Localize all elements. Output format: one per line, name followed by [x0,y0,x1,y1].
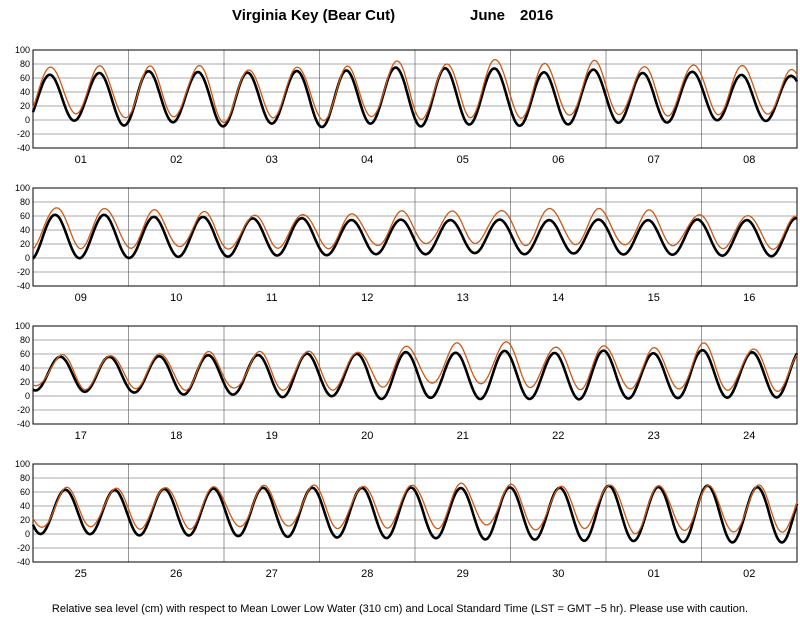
panel-frame [32,463,798,563]
y-tick-label: 100 [15,321,30,331]
day-label: 25 [75,568,87,580]
day-label: 02 [170,154,182,166]
y-tick-label: -20 [17,267,30,277]
y-tick-label: 60 [20,349,30,359]
series-observed-line [32,341,798,392]
y-tick-label: 80 [20,59,30,69]
day-label: 03 [266,154,278,166]
day-label: 18 [170,430,182,442]
y-tick-label: 40 [20,87,30,97]
series-observed-line [32,207,797,250]
y-tick-label: 20 [20,515,30,525]
day-label: 06 [552,154,564,166]
chart-title-year: 2016 [520,7,553,24]
series-observed-line [32,59,798,124]
day-label: 10 [170,292,182,304]
day-label: 21 [457,430,469,442]
y-tick-label: 100 [15,459,30,469]
day-label: 28 [361,568,373,580]
panel-4: 100 80 60 40 20 0 -20 -40 25 26 27 28 29 30 01 02 [15,459,799,580]
series-predicted-line [32,348,799,401]
day-label: 19 [266,430,278,442]
day-label: 20 [361,430,373,442]
y-tick-label: 20 [20,239,30,249]
y-tick-label: -40 [17,419,30,429]
day-label: 24 [743,430,755,442]
panel-3: 100 80 60 40 20 0 -20 -40 17 18 19 20 21 22 23 24 [15,321,799,442]
day-label: 17 [75,430,87,442]
day-label: 01 [648,568,660,580]
day-label: 04 [361,154,373,166]
y-tick-label: 80 [20,197,30,207]
y-tick-label: 40 [20,501,30,511]
day-label: 13 [457,292,469,304]
series-predicted-line [31,66,799,129]
y-tick-label: 40 [20,363,30,373]
day-label: 15 [648,292,660,304]
y-tick-label: 60 [20,211,30,221]
day-label: 27 [266,568,278,580]
day-label: 02 [743,568,755,580]
y-tick-label: -40 [17,281,30,291]
panel-frame [32,187,798,287]
y-tick-label: 100 [15,183,30,193]
y-tick-label: 80 [20,473,30,483]
panel-frame [32,325,798,425]
panel-2: 100 80 60 40 20 0 -20 -40 09 10 11 12 13 14 15 16 [15,183,798,304]
y-tick-label: 0 [25,115,30,125]
chart-title-station: Virginia Key (Bear Cut) [232,7,395,24]
day-label: 09 [75,292,87,304]
day-label: 16 [743,292,755,304]
y-tick-label: 0 [25,391,30,401]
y-tick-label: -20 [17,405,30,415]
y-tick-label: 100 [15,45,30,55]
day-label: 29 [457,568,469,580]
day-label: 23 [648,430,660,442]
chart-title-month: June [470,7,505,24]
y-tick-label: 60 [20,73,30,83]
day-label: 30 [552,568,564,580]
y-tick-label: 80 [20,335,30,345]
day-label: 12 [361,292,373,304]
day-label: 08 [743,154,755,166]
y-tick-label: -40 [17,557,30,567]
y-tick-label: 40 [20,225,30,235]
day-label: 05 [457,154,469,166]
day-label: 22 [552,430,564,442]
y-tick-label: 60 [20,487,30,497]
series-observed-line [32,482,798,535]
day-label: 11 [266,292,277,304]
day-label: 07 [648,154,660,166]
footer-caption: Relative sea level (cm) with respect to … [52,603,748,615]
day-label: 14 [552,292,564,304]
day-label: 26 [170,568,182,580]
panel-1: 100 80 60 40 20 0 -20 -40 01 02 03 04 05 06 07 08 [15,45,799,166]
y-tick-label: 0 [25,529,30,539]
y-tick-label: 20 [20,101,30,111]
day-label: 01 [75,154,87,166]
series-predicted-line [32,213,798,260]
y-tick-label: -20 [17,129,30,139]
y-tick-label: -20 [17,543,30,553]
y-tick-label: 0 [25,253,30,263]
y-tick-label: -40 [17,143,30,153]
y-tick-label: 20 [20,377,30,387]
panel-frame [32,49,798,149]
